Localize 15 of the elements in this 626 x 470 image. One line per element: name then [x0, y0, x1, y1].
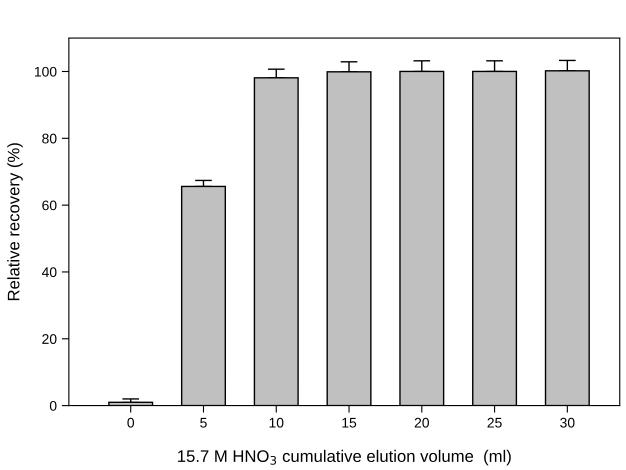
- y-axis-title: Relative recovery (%): [7, 143, 23, 300]
- y-tick-label: 60: [42, 200, 57, 210]
- x-tick-label: 10: [270, 418, 284, 428]
- x-axis-title: 15.7 M HNO$_{3}$ cumulative elution volume (ml): [178, 450, 511, 466]
- y-tick-label: 20: [42, 334, 57, 344]
- x-tick-label: 30: [560, 418, 575, 428]
- x-tick-label: 5: [200, 418, 207, 428]
- x-tick-label: 25: [488, 418, 502, 428]
- y-tick-label: 100: [34, 66, 57, 77]
- x-tick-label: 0: [127, 418, 134, 428]
- y-tick-label: 40: [42, 267, 57, 278]
- y-tick-label: 0: [50, 400, 57, 411]
- x-tick-label: 20: [414, 418, 429, 428]
- x-tick-label: 15: [342, 418, 356, 428]
- y-tick-label: 80: [42, 134, 57, 144]
